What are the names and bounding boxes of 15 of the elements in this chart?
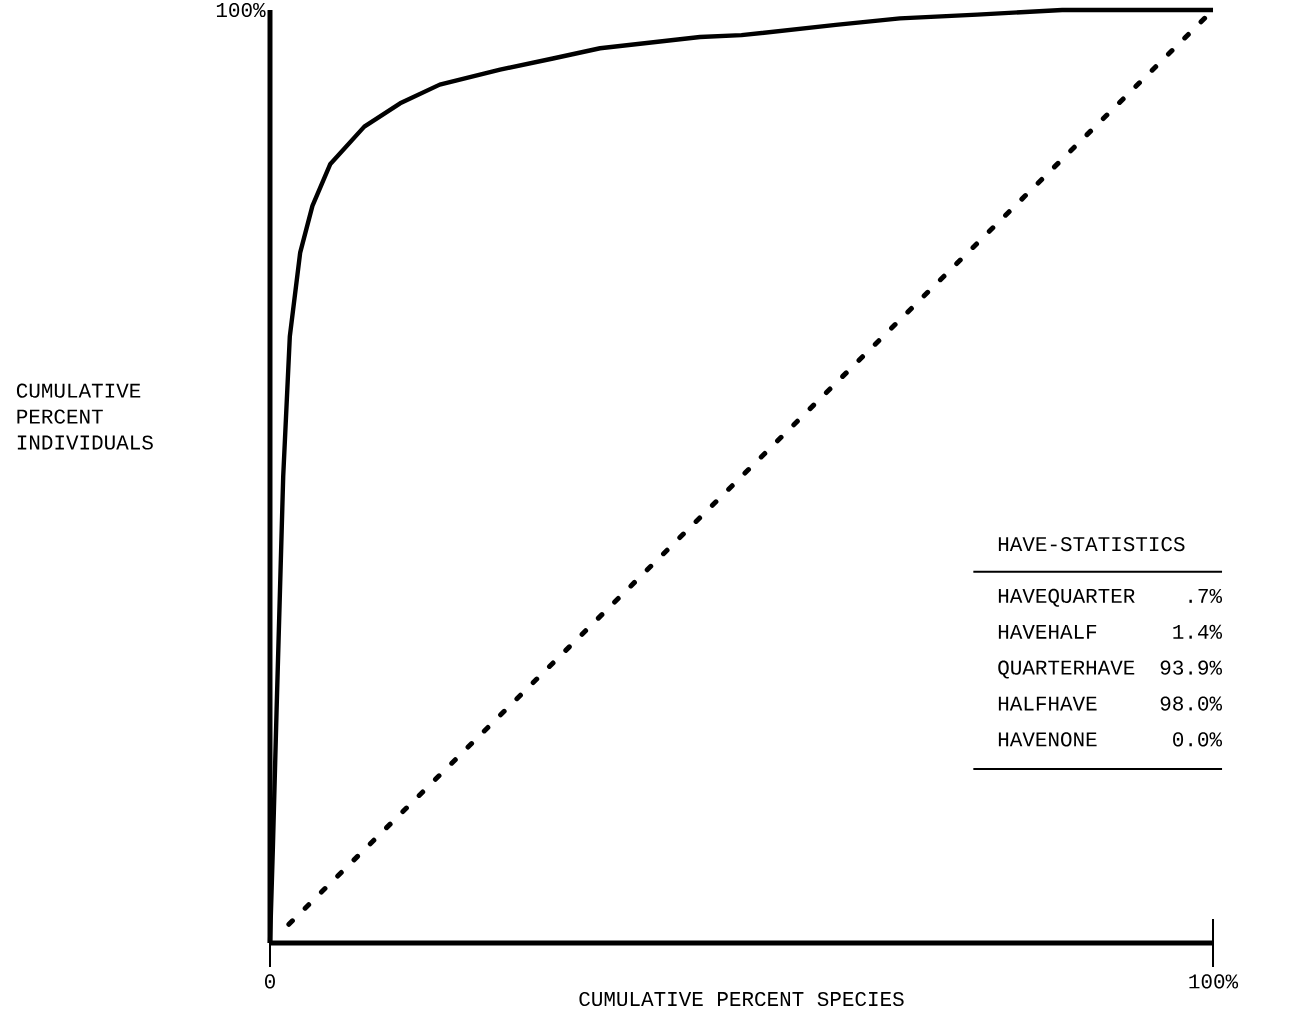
annotation: HAVEHALF [998,624,1097,639]
annotation: HALFHAVE [998,696,1097,711]
annotation: HAVEQUARTER [998,588,1135,607]
annotation: 98.0% [1160,696,1223,711]
text: 100% [216,2,266,18]
x-axis-title: CUMULATIVE PERCENT SPECIES [579,991,904,1007]
annotation: 93.9% [1160,660,1223,675]
x-tick-label: 0 [265,974,275,989]
annotation: 1.4% [1173,624,1223,639]
text: CUMULATIVE PERCENT INDIVIDUALS [16,383,153,450]
annotation: .7% [1189,588,1223,603]
annotation: QUARTERHAVE [998,660,1135,679]
annotation: 0.0% [1173,732,1223,747]
annotation: HAVENONE [998,732,1097,747]
annotation: HAVE-STATISTICS [998,537,1185,552]
